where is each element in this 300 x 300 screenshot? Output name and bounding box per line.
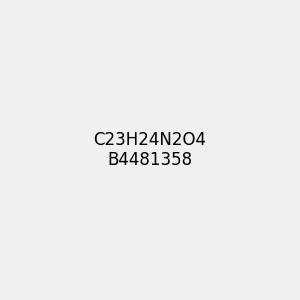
Text: C23H24N2O4
B4481358: C23H24N2O4 B4481358 <box>94 130 206 170</box>
